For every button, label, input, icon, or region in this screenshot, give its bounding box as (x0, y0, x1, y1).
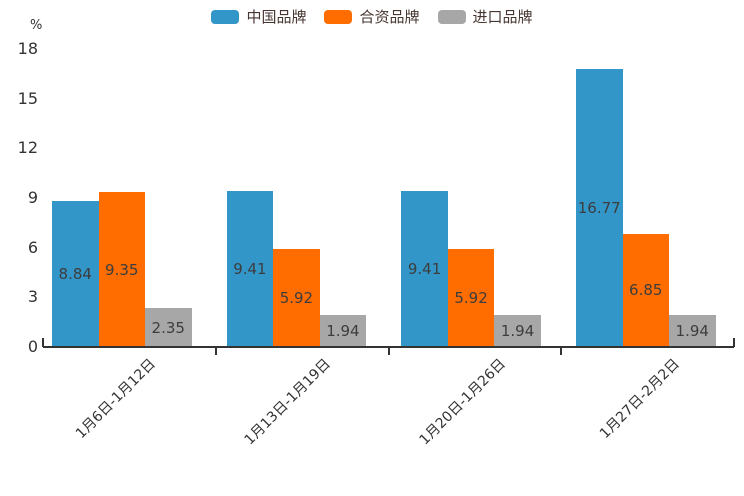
bar-中国品牌-3 (576, 69, 623, 347)
y-axis-tick-label: 3 (27, 287, 38, 307)
bar-value-label: 9.35 (105, 260, 139, 279)
bar-进口品牌-2 (494, 314, 541, 347)
y-axis-tick-label: 15 (17, 88, 38, 108)
legend: 中国品牌 合资品牌 进口品牌 (0, 8, 744, 26)
x-axis-category-label: 1月6日-1月12日 (73, 356, 160, 442)
y-axis-unit-label: % (30, 18, 43, 33)
bar-value-label: 1.94 (326, 321, 360, 340)
bar-value-label: 6.85 (629, 281, 663, 300)
bar-合资品牌-3 (622, 233, 669, 347)
bar-value-label: 1.94 (500, 321, 535, 340)
legend-swatch-icon (211, 10, 240, 24)
bar-进口品牌-0 (145, 308, 192, 347)
bar-value-label: 9.41 (233, 260, 267, 279)
bar-中国品牌-0 (52, 200, 99, 347)
y-axis-tick-label: 0 (27, 337, 38, 356)
legend-label: 合资品牌 (359, 8, 420, 26)
legend-swatch-icon (437, 10, 466, 24)
bar-value-label: 2.35 (151, 318, 185, 337)
y-axis-tick-label: 9 (27, 188, 38, 207)
x-axis-tick (214, 348, 217, 355)
x-axis-tick (387, 348, 390, 355)
x-axis-category-label: 1月27日-2月2日 (597, 356, 684, 442)
x-axis-category-label: 1月13日-1月19日 (241, 356, 334, 449)
legend-label: 进口品牌 (472, 8, 533, 26)
legend-label: 中国品牌 (246, 8, 307, 26)
bar-进口品牌-1 (319, 314, 367, 347)
bar-进口品牌-3 (669, 314, 716, 347)
legend-item-2[interactable]: 进口品牌 (437, 8, 533, 26)
legend-item-0[interactable]: 中国品牌 (211, 8, 306, 26)
legend-item-1[interactable]: 合资品牌 (324, 8, 420, 26)
bar-value-label: 5.92 (279, 288, 314, 307)
bar-value-label: 1.94 (675, 321, 709, 340)
x-axis-tick (733, 338, 735, 347)
y-axis-tick-label: 18 (17, 39, 38, 58)
x-axis-category-label: 1月20日-1月26日 (416, 356, 509, 449)
y-axis-tick-label: 6 (27, 237, 38, 257)
bar-中国品牌-2 (401, 191, 448, 347)
x-axis-tick (560, 348, 563, 355)
bar-中国品牌-1 (226, 191, 274, 347)
x-axis-line (43, 346, 734, 348)
bar-合资品牌-2 (447, 248, 495, 347)
bar-value-label: 5.92 (454, 288, 488, 307)
bar-合资品牌-1 (273, 248, 320, 347)
legend-swatch-icon (324, 10, 353, 24)
bar-value-label: 8.84 (58, 264, 92, 283)
bar-合资品牌-0 (98, 192, 145, 347)
x-axis-tick (42, 338, 44, 347)
y-axis-tick-label: 12 (17, 138, 38, 158)
bar-value-label: 16.77 (577, 199, 621, 218)
bar-value-label: 9.41 (407, 260, 442, 279)
